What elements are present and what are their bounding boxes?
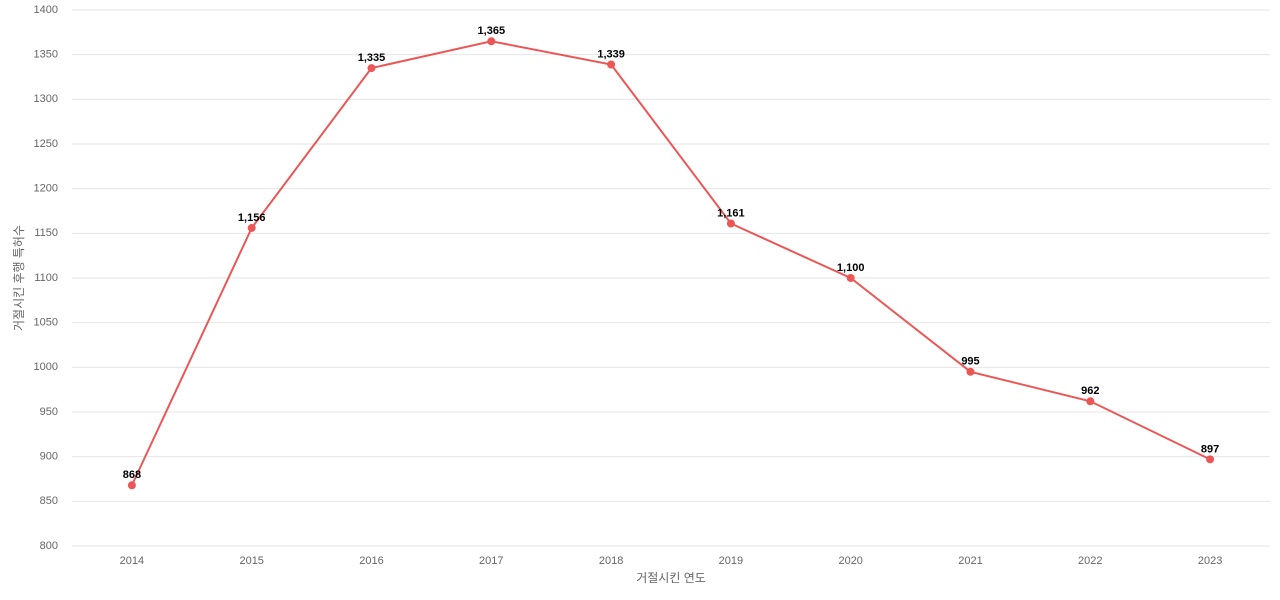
data-point bbox=[607, 60, 616, 69]
data-point bbox=[966, 367, 975, 376]
x-tick-label: 2014 bbox=[120, 555, 144, 567]
x-tick-label: 2020 bbox=[838, 555, 862, 567]
x-tick-label: 2015 bbox=[239, 555, 263, 567]
data-point bbox=[726, 219, 735, 228]
y-tick-label: 850 bbox=[40, 495, 58, 507]
data-point bbox=[247, 223, 256, 232]
data-label: 1,335 bbox=[358, 52, 386, 64]
data-point bbox=[846, 274, 855, 282]
x-tick-label: 2018 bbox=[599, 555, 623, 567]
data-label: 995 bbox=[961, 356, 979, 368]
data-label: 897 bbox=[1201, 443, 1219, 455]
data-label: 1,339 bbox=[597, 48, 625, 60]
y-tick-label: 1400 bbox=[34, 4, 58, 16]
y-tick-label: 950 bbox=[40, 406, 58, 418]
y-tick-label: 1300 bbox=[34, 93, 58, 105]
x-tick-label: 2019 bbox=[719, 555, 743, 567]
y-tick-label: 1200 bbox=[34, 183, 58, 195]
y-tick-label: 1150 bbox=[34, 227, 58, 239]
y-tick-label: 1100 bbox=[34, 272, 58, 284]
x-axis-title: 거절시킨 연도 bbox=[636, 571, 706, 585]
x-tick-label: 2016 bbox=[359, 555, 383, 567]
data-label: 962 bbox=[1081, 385, 1099, 397]
x-tick-label: 2022 bbox=[1078, 555, 1102, 567]
y-tick-label: 1000 bbox=[34, 361, 58, 373]
x-tick-label: 2023 bbox=[1198, 555, 1222, 567]
data-label: 1,156 bbox=[238, 212, 266, 224]
y-tick-label: 800 bbox=[40, 540, 58, 552]
y-tick-label: 900 bbox=[40, 451, 58, 463]
y-tick-label: 1050 bbox=[34, 317, 58, 329]
y-tick-label: 1250 bbox=[34, 138, 58, 150]
y-axis-title: 거절시킨 후행 특허수 bbox=[11, 225, 26, 331]
data-point bbox=[1086, 397, 1095, 406]
data-point bbox=[1206, 455, 1215, 464]
data-point bbox=[127, 481, 136, 490]
data-label: 1,365 bbox=[478, 25, 506, 37]
x-tick-label: 2017 bbox=[479, 555, 503, 567]
data-label: 1,161 bbox=[717, 207, 745, 219]
data-line bbox=[130, 40, 1211, 486]
data-label: 1,100 bbox=[837, 262, 865, 274]
data-point bbox=[487, 37, 496, 46]
data-point bbox=[367, 64, 376, 73]
data-label: 868 bbox=[123, 469, 141, 481]
y-tick-label: 1350 bbox=[34, 49, 58, 61]
x-tick-label: 2021 bbox=[958, 555, 982, 567]
